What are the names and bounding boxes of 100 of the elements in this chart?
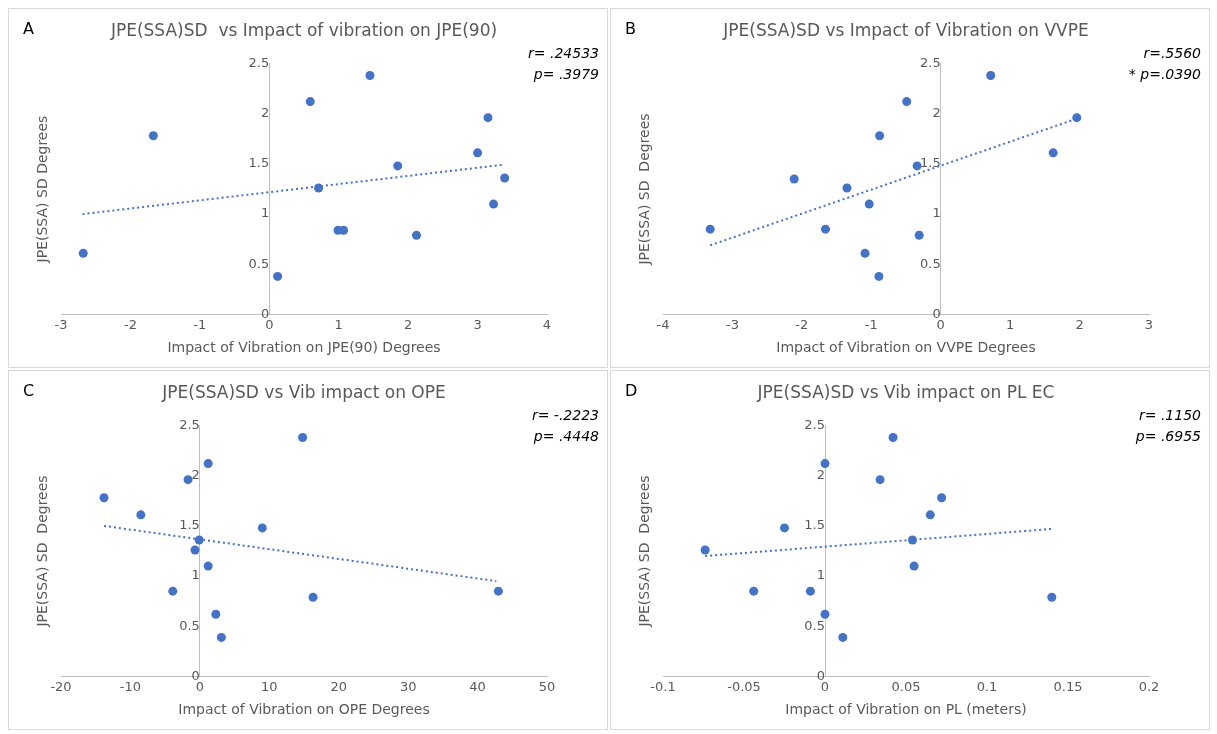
chart-title: JPE(SSA)SD vs Impact of Vibration on VVPE: [722, 19, 1089, 40]
point: [820, 224, 830, 234]
x-tick-label: 4: [542, 316, 552, 332]
x-tick-label: 10: [261, 678, 278, 694]
y-tick-label: 2.5: [248, 54, 270, 70]
y-tick-label: 1: [816, 567, 825, 583]
y-tick-label: 1.5: [920, 155, 941, 171]
y-tick-label: 0: [261, 305, 270, 321]
x-tick-label: 3: [473, 316, 482, 332]
chart-title: JPE(SSA)SD vs Vib impact on PL EC: [756, 381, 1055, 402]
point: [99, 493, 109, 503]
point: [705, 224, 715, 234]
point: [339, 225, 349, 235]
point: [203, 459, 213, 469]
point: [194, 535, 204, 545]
point: [780, 523, 789, 533]
point: [925, 510, 935, 520]
point: [298, 432, 308, 442]
x-tick-label: -3: [54, 316, 68, 332]
y-tick-label: 0.5: [248, 255, 270, 271]
y-axis-title: JPE(SSA) SD Degrees: [635, 475, 652, 628]
point: [860, 248, 870, 258]
y-tick-label: 0: [932, 305, 941, 321]
point: [148, 131, 158, 141]
x-tick-label: -0.05: [727, 678, 761, 694]
x-tick-label: -1: [193, 316, 207, 332]
point: [393, 161, 403, 171]
point: [888, 432, 898, 442]
point: [842, 183, 852, 193]
y-tick-label: 2: [261, 105, 270, 121]
y-tick-label: 0.5: [179, 617, 200, 633]
annotation: p= .6955: [1135, 427, 1201, 446]
point: [749, 586, 759, 596]
point: [875, 131, 885, 141]
text: C: [23, 381, 35, 400]
point: [864, 199, 874, 209]
point: [308, 592, 318, 602]
point: [1047, 592, 1057, 602]
x-tick-label: -2: [123, 316, 137, 332]
x-tick-label: -0.1: [650, 678, 676, 694]
point: [305, 97, 315, 107]
y-axis-title: JPE(SSA) SD Degrees: [635, 113, 652, 266]
point: [365, 70, 375, 80]
point: [820, 609, 830, 619]
y-tick-label: 2.5: [179, 416, 200, 432]
x-tick-label: 3: [1144, 316, 1154, 332]
x-tick-label: 2: [404, 316, 413, 332]
x-tick-label: 20: [330, 678, 347, 694]
x-axis-title: Impact of Vibration on VVPE Degrees: [776, 339, 1036, 356]
x-tick-label: 0.1: [976, 678, 998, 694]
point: [902, 97, 912, 107]
point: [789, 174, 799, 184]
point: [136, 510, 146, 520]
text: r= .24533: [528, 44, 599, 63]
y-tick-label: 2: [932, 105, 941, 121]
x-tick-label: -4: [656, 316, 670, 332]
point: [483, 113, 493, 123]
text: D: [625, 381, 638, 400]
point: [211, 609, 221, 619]
x-tick-label: -1: [864, 316, 878, 332]
point: [257, 523, 267, 533]
y-tick-label: 2.5: [804, 416, 825, 432]
point: [907, 535, 917, 545]
y-axis-title: JPE(SSA) SD Degrees: [33, 115, 50, 264]
point: [473, 148, 483, 158]
x-tick-label: 0.15: [1053, 678, 1083, 694]
point: [986, 70, 996, 80]
point: [273, 271, 283, 281]
annotation: * p=.0390: [1128, 65, 1201, 84]
y-tick-label: 1.5: [248, 155, 270, 171]
x-tick-label: -10: [119, 678, 142, 694]
point: [183, 475, 193, 485]
x-tick-label: -3: [725, 316, 739, 332]
text: r= .1150: [1138, 406, 1201, 425]
y-tick-label: 1.5: [179, 517, 200, 533]
point: [820, 459, 830, 469]
annotation: p= .4448: [532, 427, 599, 446]
point: [805, 586, 815, 596]
text: B: [625, 19, 636, 38]
point: [912, 161, 922, 171]
point: [78, 248, 88, 258]
y-tick-label: 0.5: [804, 617, 825, 633]
y-tick-label: 0: [816, 667, 825, 683]
y-tick-label: 1: [191, 567, 200, 583]
point: [1048, 148, 1058, 158]
chart-title: JPE(SSA)SD vs Impact of vibration on JPE(90): [109, 19, 498, 40]
point: [914, 230, 924, 240]
x-tick-label: 50: [538, 678, 556, 694]
point: [875, 475, 885, 485]
annotation: p= .3979: [532, 65, 599, 84]
text: r= -.2223: [531, 406, 599, 425]
x-axis-title: Impact of Vibration on PL (meters): [785, 701, 1027, 718]
x-tick-label: 1: [334, 316, 343, 332]
point: [411, 230, 421, 240]
point: [168, 586, 178, 596]
y-tick-label: 2: [816, 467, 825, 483]
point: [838, 632, 848, 642]
text: A: [23, 19, 34, 38]
y-tick-label: 2: [191, 467, 200, 483]
point: [937, 493, 947, 503]
